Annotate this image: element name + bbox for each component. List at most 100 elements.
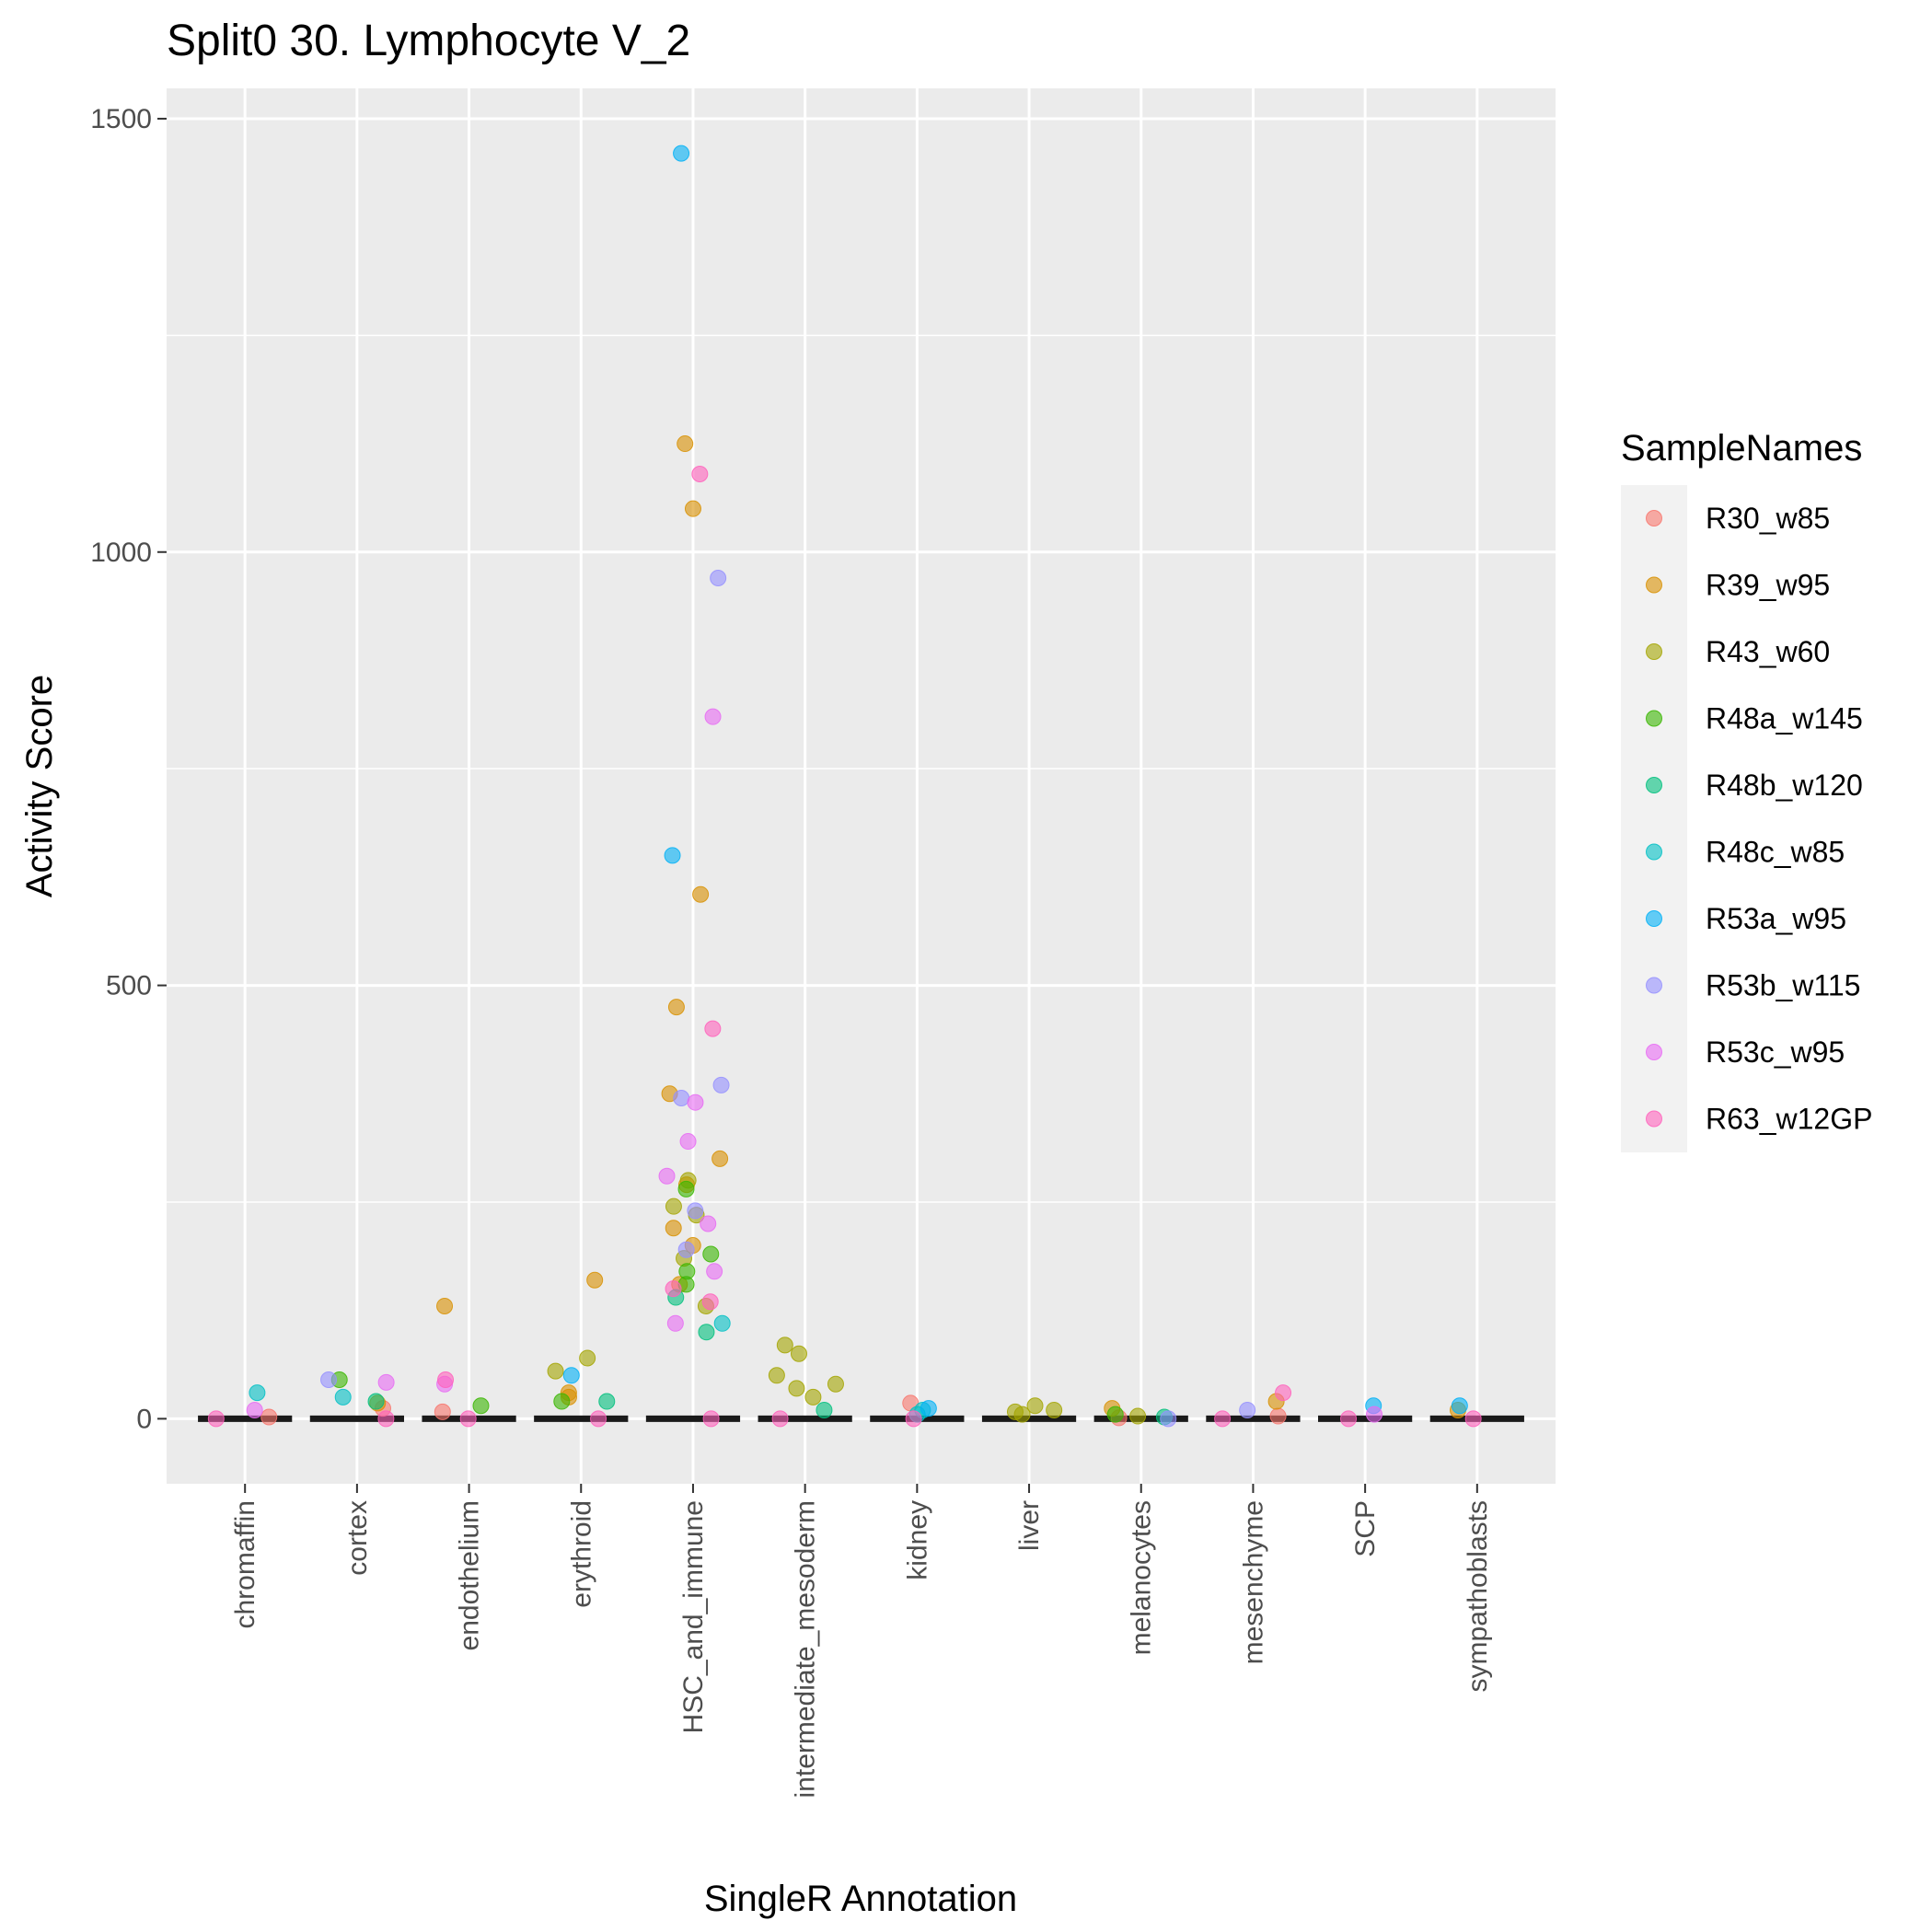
data-point (553, 1393, 571, 1410)
data-point (677, 1241, 695, 1258)
data-point (713, 1314, 731, 1332)
data-point (658, 1167, 676, 1185)
legend-label: R30_w85 (1706, 502, 1830, 535)
data-point (677, 435, 694, 453)
x-tick-label: cortex (342, 1500, 373, 1576)
data-point (700, 1215, 717, 1232)
x-tick-label: melanocytes (1127, 1500, 1157, 1655)
data-point (246, 1401, 263, 1418)
grid-major (167, 88, 1556, 1484)
legend-key (1646, 977, 1662, 994)
data-point (771, 1410, 789, 1428)
x-tick-label: erythroid (566, 1500, 596, 1608)
legend-key (1646, 510, 1662, 526)
data-point (1239, 1401, 1256, 1418)
x-axis: chromaffin cortex endothelium erythroid HSC_… (230, 1484, 1493, 1798)
y-axis-title: Activity Score (19, 675, 60, 897)
data-points (207, 145, 1482, 1428)
data-point (790, 1345, 807, 1362)
x-tick-label: liver (1014, 1500, 1045, 1551)
data-point (437, 1371, 455, 1389)
data-point (920, 1400, 937, 1417)
data-point (334, 1388, 352, 1406)
data-point (1214, 1410, 1232, 1428)
legend-label: R48a_w145 (1706, 702, 1863, 735)
data-point (579, 1349, 596, 1367)
data-point (827, 1375, 844, 1393)
y-tick-label: 500 (106, 971, 152, 1001)
data-point (377, 1410, 395, 1428)
data-point (665, 1280, 682, 1298)
legend-item: R63_w12GP (1646, 1103, 1872, 1136)
y-tick-label: 1500 (90, 104, 152, 134)
legend-keys-background (1621, 485, 1687, 1152)
x-tick-label: sympathoblasts (1463, 1500, 1493, 1692)
data-point (562, 1367, 580, 1384)
data-point (698, 1324, 715, 1341)
data-point (1275, 1384, 1292, 1402)
data-point (664, 847, 681, 864)
x-tick-label: HSC_and_immune (678, 1500, 709, 1733)
data-point (249, 1384, 266, 1402)
data-point (1046, 1401, 1063, 1418)
data-point (667, 999, 685, 1016)
data-point (260, 1408, 278, 1426)
x-tick-label: chromaffin (230, 1500, 260, 1629)
legend-key (1646, 843, 1662, 861)
legend-item: R39_w95 (1646, 569, 1830, 602)
data-point (704, 708, 722, 725)
data-point (590, 1410, 607, 1428)
legend-item: R48a_w145 (1646, 702, 1863, 735)
data-point (768, 1367, 785, 1384)
legend-label: R39_w95 (1706, 569, 1830, 602)
legend-item: R53c_w95 (1646, 1035, 1845, 1069)
legend-item: R48b_w120 (1646, 769, 1863, 802)
data-point (598, 1393, 616, 1410)
data-point (666, 1314, 684, 1332)
data-point (905, 1410, 922, 1428)
data-point (684, 500, 701, 517)
legend-item: R43_w60 (1646, 635, 1830, 668)
legend-key (1646, 1110, 1662, 1128)
data-point (459, 1410, 477, 1428)
legend-items: R30_w85 R39_w95 R43_w60 R48a_w145 R48b_w120 R… (1646, 502, 1872, 1136)
plot-panel (167, 88, 1556, 1484)
legend-key (1646, 910, 1662, 927)
x-tick-label: endothelium (455, 1500, 485, 1650)
data-point (665, 1220, 682, 1237)
data-point (436, 1297, 454, 1314)
grid-minor (167, 334, 1556, 1203)
data-point (712, 1076, 730, 1093)
data-point (1129, 1407, 1147, 1425)
legend-label: R53c_w95 (1706, 1035, 1845, 1069)
data-point (804, 1388, 822, 1406)
data-point (1269, 1407, 1287, 1425)
legend-key (1646, 576, 1662, 594)
data-point (586, 1271, 604, 1289)
data-point (673, 1089, 690, 1106)
y-tick-label: 0 (136, 1404, 152, 1434)
data-point (687, 1202, 704, 1220)
data-point (377, 1373, 395, 1391)
legend-label: R43_w60 (1706, 635, 1830, 668)
legend-item: R53a_w95 (1646, 902, 1846, 935)
data-point (320, 1371, 338, 1389)
data-point (706, 1263, 723, 1280)
x-tick-label: intermediate_mesoderm (791, 1500, 821, 1798)
legend: SampleNames R30_w85 R39_w95 R43_w60 R48a_w1… (1621, 428, 1872, 1152)
data-point (776, 1336, 793, 1354)
y-axis: 0 500 1000 1500 (90, 104, 167, 1434)
data-point (816, 1401, 833, 1418)
data-point (1106, 1406, 1124, 1423)
data-point (701, 1293, 719, 1311)
data-point (1464, 1410, 1482, 1428)
data-point (692, 885, 710, 903)
data-point (1013, 1406, 1031, 1423)
data-point (710, 570, 727, 587)
data-point (1160, 1410, 1177, 1428)
data-point (472, 1397, 490, 1415)
legend-label: R53b_w115 (1706, 969, 1860, 1002)
legend-item: R53b_w115 (1646, 969, 1860, 1002)
data-point (434, 1403, 451, 1420)
